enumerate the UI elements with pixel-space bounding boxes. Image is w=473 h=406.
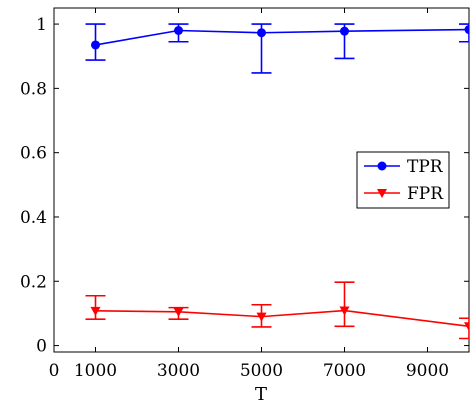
series-tpr — [86, 24, 473, 73]
y-tick-label: 0 — [36, 337, 47, 357]
legend-label-fpr: FPR — [407, 184, 444, 204]
x-tick-label: 5000 — [240, 361, 283, 381]
series-line-tpr — [96, 30, 470, 45]
x-tick-label: 7000 — [323, 361, 366, 381]
y-tick-label: 0.2 — [20, 272, 47, 292]
series-line-fpr — [96, 311, 470, 327]
legend: TPR FPR — [357, 152, 449, 208]
data-point-fpr — [464, 322, 473, 331]
x-tick-label: 9000 — [406, 361, 449, 381]
x-axis-label: T — [255, 384, 267, 405]
legend-marker-tpr — [378, 162, 387, 171]
y-tick-label: 0.4 — [20, 208, 47, 228]
y-tick-label: 1 — [36, 15, 47, 35]
y-tick-label: 0.8 — [20, 79, 47, 99]
legend-label-tpr: TPR — [407, 157, 444, 177]
x-tick-label: 1000 — [74, 361, 117, 381]
data-point-tpr — [174, 26, 183, 35]
data-point-tpr — [340, 27, 349, 36]
series-fpr — [86, 282, 473, 338]
x-tick-label: 3000 — [157, 361, 200, 381]
data-point-tpr — [91, 40, 100, 49]
x-tick-label: 0 — [49, 361, 60, 381]
y-tick-label: 0.6 — [20, 144, 47, 164]
data-point-tpr — [465, 25, 473, 34]
data-point-tpr — [257, 28, 266, 37]
